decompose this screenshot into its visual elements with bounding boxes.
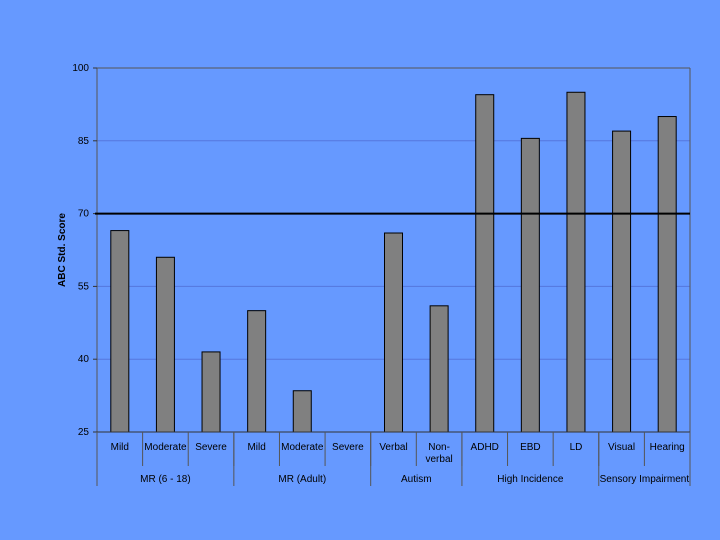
x-category-label: Mild: [111, 442, 129, 453]
x-group-label: High Incidence: [497, 474, 564, 485]
x-group-label: Sensory Impairment: [600, 474, 690, 485]
bars: [110, 91, 677, 433]
bar: [110, 230, 130, 433]
x-category-label: Severe: [195, 442, 227, 453]
bar: [247, 310, 267, 433]
bar: [520, 137, 540, 433]
x-category-label: LD: [570, 442, 583, 453]
bar: [612, 130, 632, 433]
bar: [657, 116, 677, 433]
x-category-label: verbal: [425, 454, 452, 465]
y-tick-label: 25: [78, 427, 90, 438]
x-category-label: Non-: [428, 442, 450, 453]
axes: [93, 67, 691, 486]
x-category-labels: Mild Moderate Severe Mild Moderate Severe Verb…: [111, 442, 685, 465]
x-category-label: Moderate: [144, 442, 187, 453]
y-tick-label: 40: [78, 354, 90, 365]
x-category-label: Verbal: [379, 442, 407, 453]
bar: [292, 390, 312, 433]
y-tick-label: 85: [78, 136, 90, 147]
x-category-label: Hearing: [650, 442, 685, 453]
bar: [201, 351, 221, 433]
y-tick-label: 55: [78, 281, 90, 292]
x-category-label: ADHD: [471, 442, 499, 453]
x-category-label: Visual: [608, 442, 635, 453]
y-tick-label: 100: [72, 63, 89, 74]
x-category-label: Severe: [332, 442, 364, 453]
x-category-label: Mild: [247, 442, 265, 453]
bar: [155, 256, 175, 433]
x-category-label: Moderate: [281, 442, 324, 453]
x-group-labels: MR (6 - 18) MR (Adult) Autism High Incidenc…: [140, 474, 689, 485]
bar: [384, 232, 403, 433]
x-group-label: Autism: [401, 474, 432, 485]
y-axis-title: ABC Std. Score: [57, 213, 68, 287]
x-group-label: MR (6 - 18): [140, 474, 191, 485]
x-category-label: EBD: [520, 442, 541, 453]
bar: [475, 94, 495, 433]
bar: [429, 305, 449, 433]
bar: [566, 91, 586, 433]
y-tick-label: 70: [78, 209, 90, 220]
x-group-label: MR (Adult): [278, 474, 326, 485]
y-tick-labels: 25 40 55 70 85 100: [72, 63, 89, 438]
